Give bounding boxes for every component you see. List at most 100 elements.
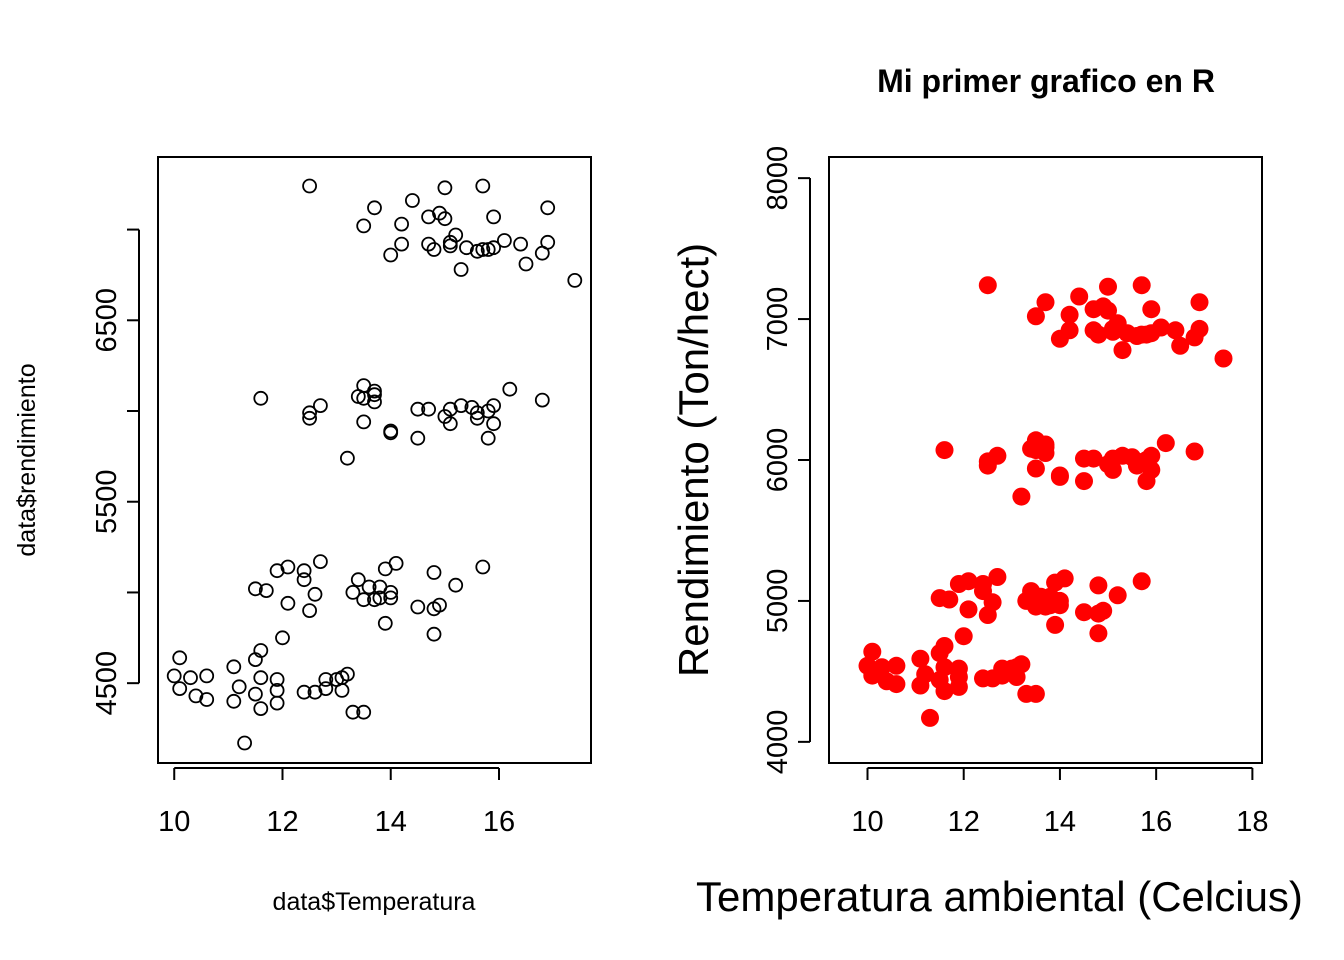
data-point — [367, 394, 382, 410]
data-point — [486, 240, 502, 256]
data-point — [442, 416, 458, 432]
data-point — [518, 256, 534, 272]
data-point — [1152, 318, 1170, 337]
x-tick-label: 10 — [158, 806, 190, 838]
data-point — [1142, 460, 1161, 479]
data-point — [1036, 444, 1055, 462]
data-point — [1060, 321, 1079, 340]
data-point — [1026, 684, 1045, 703]
data-point — [1214, 349, 1233, 368]
data-point — [1089, 624, 1108, 643]
data-point — [269, 672, 285, 687]
panel-1-default-scatter: 10 12 14 16 4500 5500 6500 data$Temperatura d… — [13, 156, 592, 916]
data-point — [394, 236, 410, 252]
data-point — [1012, 655, 1031, 674]
data-point — [361, 579, 377, 595]
data-point — [1132, 276, 1151, 295]
data-point — [247, 686, 263, 702]
y-tick-label: 5000 — [762, 569, 794, 634]
data-point — [231, 679, 247, 695]
data-point — [1142, 446, 1161, 465]
x-tick-label: 14 — [1044, 806, 1076, 838]
y-tick-label: 7000 — [762, 287, 794, 352]
data-point — [1012, 487, 1031, 506]
data-point — [253, 670, 269, 686]
x-axis: 10 12 14 16 — [158, 767, 515, 838]
data-point — [421, 236, 437, 252]
panel-2-styled-scatter: Mi primer grafico en R 10 12 14 16 18 4000 50… — [670, 63, 1303, 920]
data-point — [1089, 576, 1108, 595]
data-point — [935, 682, 954, 701]
data-point — [1060, 305, 1079, 324]
data-point — [534, 392, 550, 408]
x-axis-label: data$Temperatura — [273, 888, 476, 916]
data-point — [540, 200, 556, 216]
data-point — [367, 387, 382, 403]
data-point — [307, 586, 323, 602]
data-point — [166, 668, 182, 684]
data-point — [935, 637, 954, 655]
data-point — [940, 590, 959, 609]
data-point — [394, 216, 410, 232]
data-point — [978, 276, 997, 295]
y-tick-label: 5500 — [91, 469, 123, 534]
data-point — [302, 410, 318, 426]
data-point — [502, 381, 518, 397]
data-point — [469, 405, 485, 421]
data-point — [567, 272, 583, 288]
data-point — [426, 242, 442, 257]
data-point — [312, 398, 328, 414]
data-point — [404, 193, 420, 208]
data-point — [513, 236, 528, 252]
data-point — [1046, 615, 1065, 634]
x-tick-label: 12 — [266, 806, 298, 838]
data-point — [302, 178, 318, 194]
x-tick-label: 16 — [1140, 806, 1172, 838]
data-point — [1026, 307, 1045, 326]
data-point — [302, 405, 318, 421]
data-point — [247, 581, 263, 597]
data-point — [1156, 434, 1175, 453]
data-point — [199, 668, 215, 684]
data-point — [312, 554, 328, 569]
data-point — [988, 446, 1007, 465]
data-point — [432, 205, 447, 221]
data-point — [410, 430, 426, 446]
x-tick-label: 16 — [483, 806, 515, 838]
data-point — [448, 227, 464, 243]
data-point — [377, 615, 393, 631]
data-point — [1166, 321, 1185, 340]
data-point — [480, 430, 496, 446]
data-point — [356, 704, 372, 720]
data-point — [253, 643, 269, 658]
data-point — [486, 209, 502, 225]
x-axis: 10 12 14 16 18 — [851, 767, 1269, 838]
plot-box — [828, 156, 1263, 764]
data-point — [383, 247, 399, 263]
y-axis-label: Rendimiento (Ton/hect) — [670, 243, 717, 677]
data-point — [269, 695, 285, 711]
data-point — [469, 410, 485, 426]
data-point — [199, 692, 215, 707]
data-point — [1099, 277, 1117, 296]
data-point — [1099, 301, 1117, 320]
data-point — [1089, 325, 1108, 344]
data-point — [345, 704, 361, 720]
data-point — [1055, 569, 1074, 588]
data-point — [367, 383, 382, 399]
data-point — [1113, 341, 1132, 360]
data-point — [872, 658, 891, 677]
data-point — [226, 693, 242, 709]
data-point — [1108, 586, 1127, 605]
data-point — [339, 450, 355, 466]
data-point — [1026, 459, 1045, 478]
data-point — [448, 577, 464, 593]
data-point — [334, 683, 350, 698]
data-point — [280, 595, 296, 611]
data-point — [318, 672, 334, 687]
data-point — [887, 675, 906, 694]
data-point — [410, 599, 426, 615]
y-tick-label: 6000 — [762, 428, 794, 493]
data-point — [1190, 293, 1209, 312]
